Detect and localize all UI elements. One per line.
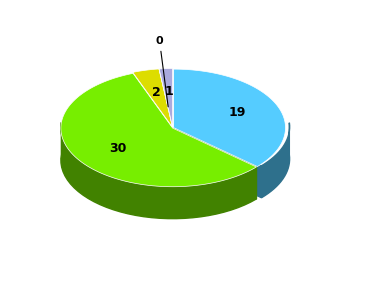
Polygon shape bbox=[173, 128, 256, 199]
Polygon shape bbox=[178, 127, 261, 198]
Polygon shape bbox=[61, 122, 256, 219]
Polygon shape bbox=[174, 69, 285, 167]
Polygon shape bbox=[133, 69, 173, 127]
Polygon shape bbox=[261, 123, 290, 198]
Polygon shape bbox=[159, 69, 173, 127]
Polygon shape bbox=[159, 69, 173, 127]
Text: 30: 30 bbox=[109, 142, 126, 155]
Text: 0: 0 bbox=[156, 36, 168, 107]
Text: 19: 19 bbox=[228, 106, 245, 119]
Text: 2: 2 bbox=[152, 86, 161, 100]
Polygon shape bbox=[61, 73, 256, 187]
Text: 1: 1 bbox=[164, 86, 173, 99]
